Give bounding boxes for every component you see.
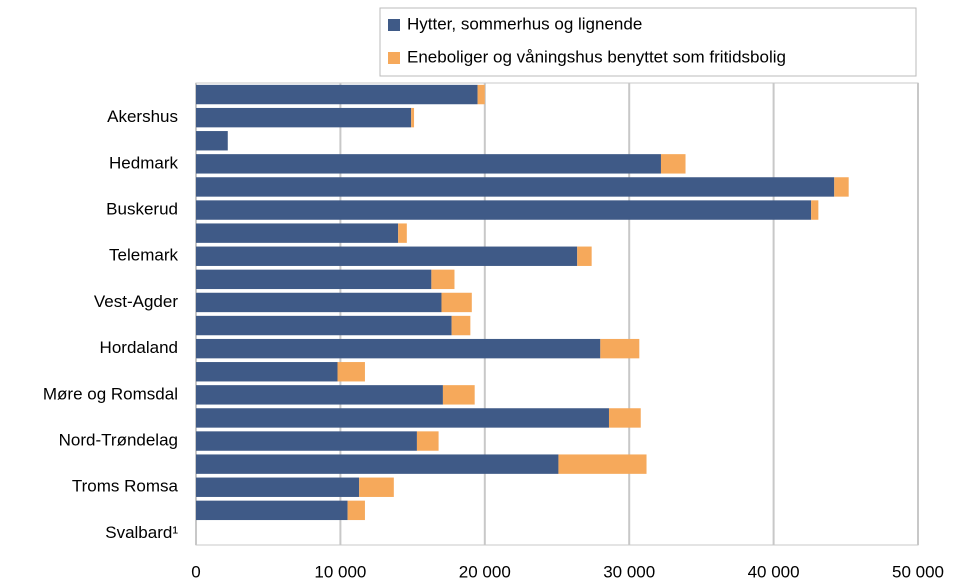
bar xyxy=(558,454,647,474)
bar xyxy=(196,107,412,128)
y-tick-label: Vest-Agder xyxy=(94,292,178,311)
bar xyxy=(359,477,394,497)
y-tick-label: Hedmark xyxy=(109,153,178,172)
bar xyxy=(196,362,338,382)
bar xyxy=(347,500,365,521)
bar xyxy=(196,223,399,243)
bar xyxy=(196,200,812,220)
legend-box xyxy=(379,7,917,77)
y-tick-label: Troms Romsa xyxy=(72,477,179,496)
bar xyxy=(411,107,415,128)
legend-swatch xyxy=(388,19,400,31)
bar xyxy=(398,223,407,243)
x-tick-label: 10 000 xyxy=(314,562,366,581)
bar xyxy=(577,246,592,266)
x-tick-label: 50 000 xyxy=(892,562,944,581)
y-tick-label: Telemark xyxy=(109,246,178,265)
bar xyxy=(196,154,661,174)
bar xyxy=(196,454,559,474)
y-tick-label: Buskerud xyxy=(106,200,178,219)
legend-label: Eneboliger og våningshus benyttet som fr… xyxy=(407,47,786,66)
bar xyxy=(660,154,686,174)
bar xyxy=(337,362,365,382)
bar xyxy=(196,84,478,105)
bar xyxy=(196,131,228,151)
bar xyxy=(196,477,360,497)
bar xyxy=(608,408,641,428)
bar xyxy=(477,84,485,105)
bar xyxy=(196,431,417,451)
bar xyxy=(431,269,455,290)
bar xyxy=(196,269,432,290)
bar xyxy=(196,292,442,313)
bar xyxy=(196,315,452,336)
bar xyxy=(834,177,849,197)
bar xyxy=(600,338,640,359)
bar xyxy=(196,177,835,197)
bar xyxy=(196,385,443,405)
bar xyxy=(442,385,475,405)
y-tick-label: Akershus xyxy=(107,107,178,126)
bar xyxy=(196,500,348,521)
x-tick-label: 0 xyxy=(191,562,200,581)
bar xyxy=(441,292,472,313)
x-tick-label: 40 000 xyxy=(748,562,800,581)
bar xyxy=(196,338,601,359)
bar xyxy=(811,200,819,220)
bar xyxy=(196,408,609,428)
y-tick-label: Svalbard¹ xyxy=(105,523,178,542)
x-tick-label: 30 000 xyxy=(603,562,655,581)
y-tick-label: Nord-Trøndelag xyxy=(59,431,178,450)
bar xyxy=(416,431,439,451)
legend-swatch xyxy=(388,52,400,64)
bar xyxy=(196,246,578,266)
plot-area xyxy=(195,82,919,546)
bar xyxy=(451,315,471,336)
y-tick-label: Møre og Romsdal xyxy=(43,384,178,403)
y-tick-label: Hordaland xyxy=(100,338,178,357)
x-tick-label: 20 000 xyxy=(459,562,511,581)
legend-label: Hytter, sommerhus og lignende xyxy=(407,14,642,33)
